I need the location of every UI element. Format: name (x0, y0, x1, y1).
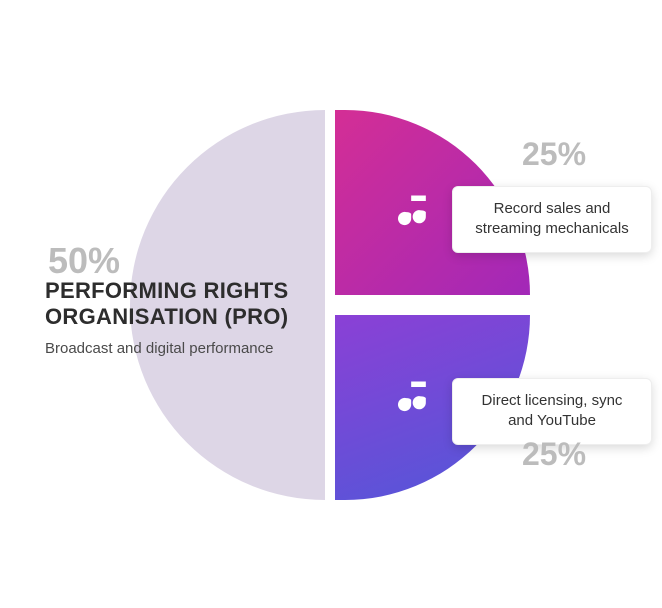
label-card-top-right: Record sales and streaming mechanicals (452, 186, 652, 253)
percent-label-bottom-right: 25% (522, 436, 586, 473)
percent-label-left: 50% (48, 240, 120, 282)
music-note-icon (391, 190, 435, 234)
label-card-bottom-right: Direct licensing, sync and YouTube (452, 378, 652, 445)
slice-title-left: PERFORMING RIGHTS ORGANISATION (PRO) (45, 278, 325, 331)
music-note-icon (391, 376, 435, 420)
slice-subtitle-left: Broadcast and digital performance (45, 340, 273, 357)
percent-label-top-right: 25% (522, 136, 586, 173)
